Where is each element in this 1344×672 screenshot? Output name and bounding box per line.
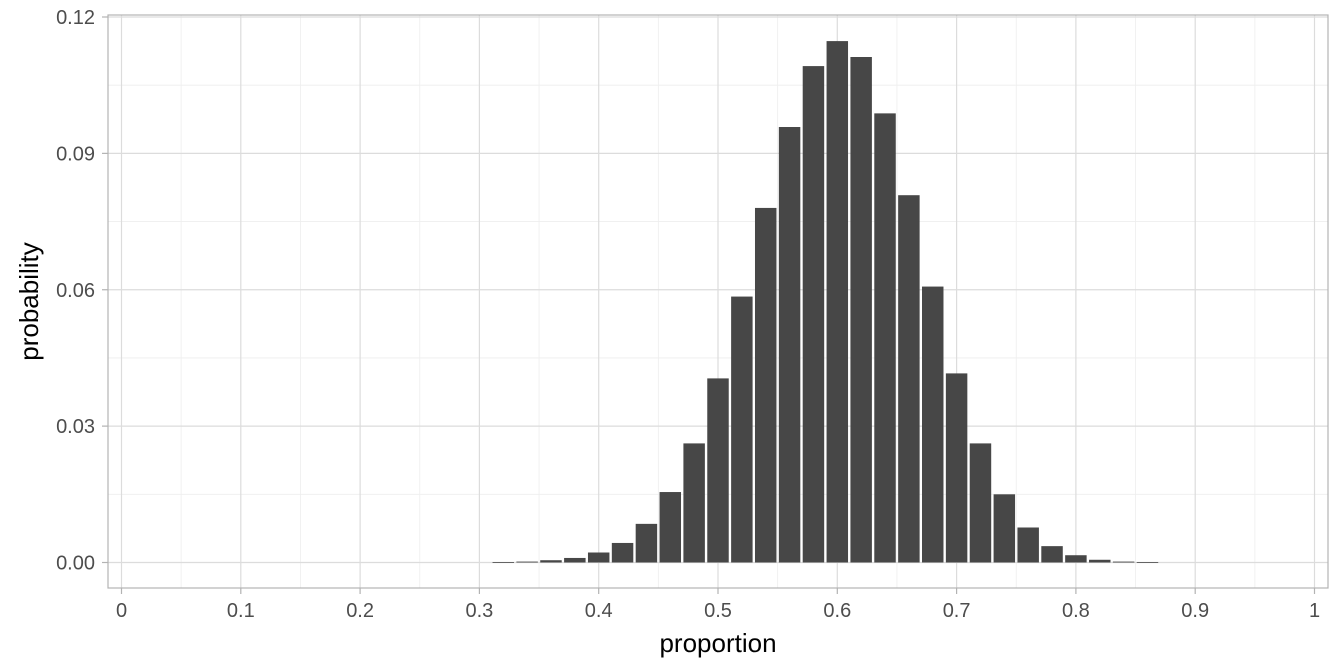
- y-tick-label: 0.06: [56, 280, 95, 302]
- bar: [945, 373, 968, 563]
- y-axis-title: probability: [14, 242, 44, 361]
- bar: [802, 66, 825, 563]
- y-axis: 0.00 0.03 0.06 0.09 0.12: [56, 7, 108, 575]
- bar: [898, 195, 920, 563]
- x-axis: 0 0.1 0.2 0.3 0.4 0.5 0.6 0.7 0.8 0.9 1: [116, 588, 1320, 622]
- y-tick-label: 0.12: [56, 7, 95, 29]
- bar: [1112, 561, 1135, 563]
- x-tick-label: 0.8: [1062, 600, 1090, 622]
- x-tick-label: 0.1: [227, 600, 255, 622]
- bar: [826, 41, 849, 563]
- bars: [492, 41, 1159, 563]
- bar: [969, 443, 992, 563]
- bar: [993, 494, 1016, 563]
- x-tick-label: 1: [1309, 600, 1320, 622]
- bar: [850, 57, 872, 563]
- bar: [1065, 555, 1087, 563]
- bar: [564, 557, 586, 563]
- bar: [731, 296, 753, 563]
- bar: [635, 523, 658, 563]
- x-tick-label: 0.7: [943, 600, 971, 622]
- bar: [874, 113, 896, 563]
- x-tick-label: 0.2: [346, 600, 374, 622]
- bar: [540, 560, 562, 563]
- bar: [683, 443, 705, 563]
- y-tick-label: 0.00: [56, 553, 95, 575]
- bar: [707, 378, 729, 563]
- bar: [778, 127, 801, 563]
- x-tick-label: 0.5: [704, 600, 732, 622]
- x-tick-label: 0.6: [823, 600, 851, 622]
- x-tick-label: 0.3: [465, 600, 493, 622]
- bar: [492, 562, 514, 563]
- bar: [516, 561, 538, 563]
- y-tick-label: 0.09: [56, 143, 95, 165]
- bar: [754, 207, 777, 563]
- bar: [1136, 562, 1159, 563]
- x-tick-label: 0: [116, 600, 127, 622]
- bar: [1089, 559, 1111, 563]
- bar: [922, 286, 944, 563]
- bar: [1017, 527, 1039, 563]
- x-tick-label: 0.9: [1181, 600, 1209, 622]
- bar: [587, 552, 610, 563]
- x-axis-title: proportion: [659, 628, 776, 658]
- y-tick-label: 0.03: [56, 416, 95, 438]
- bar: [611, 542, 634, 563]
- bar: [659, 492, 682, 563]
- x-tick-label: 0.4: [585, 600, 613, 622]
- bar: [1041, 546, 1063, 563]
